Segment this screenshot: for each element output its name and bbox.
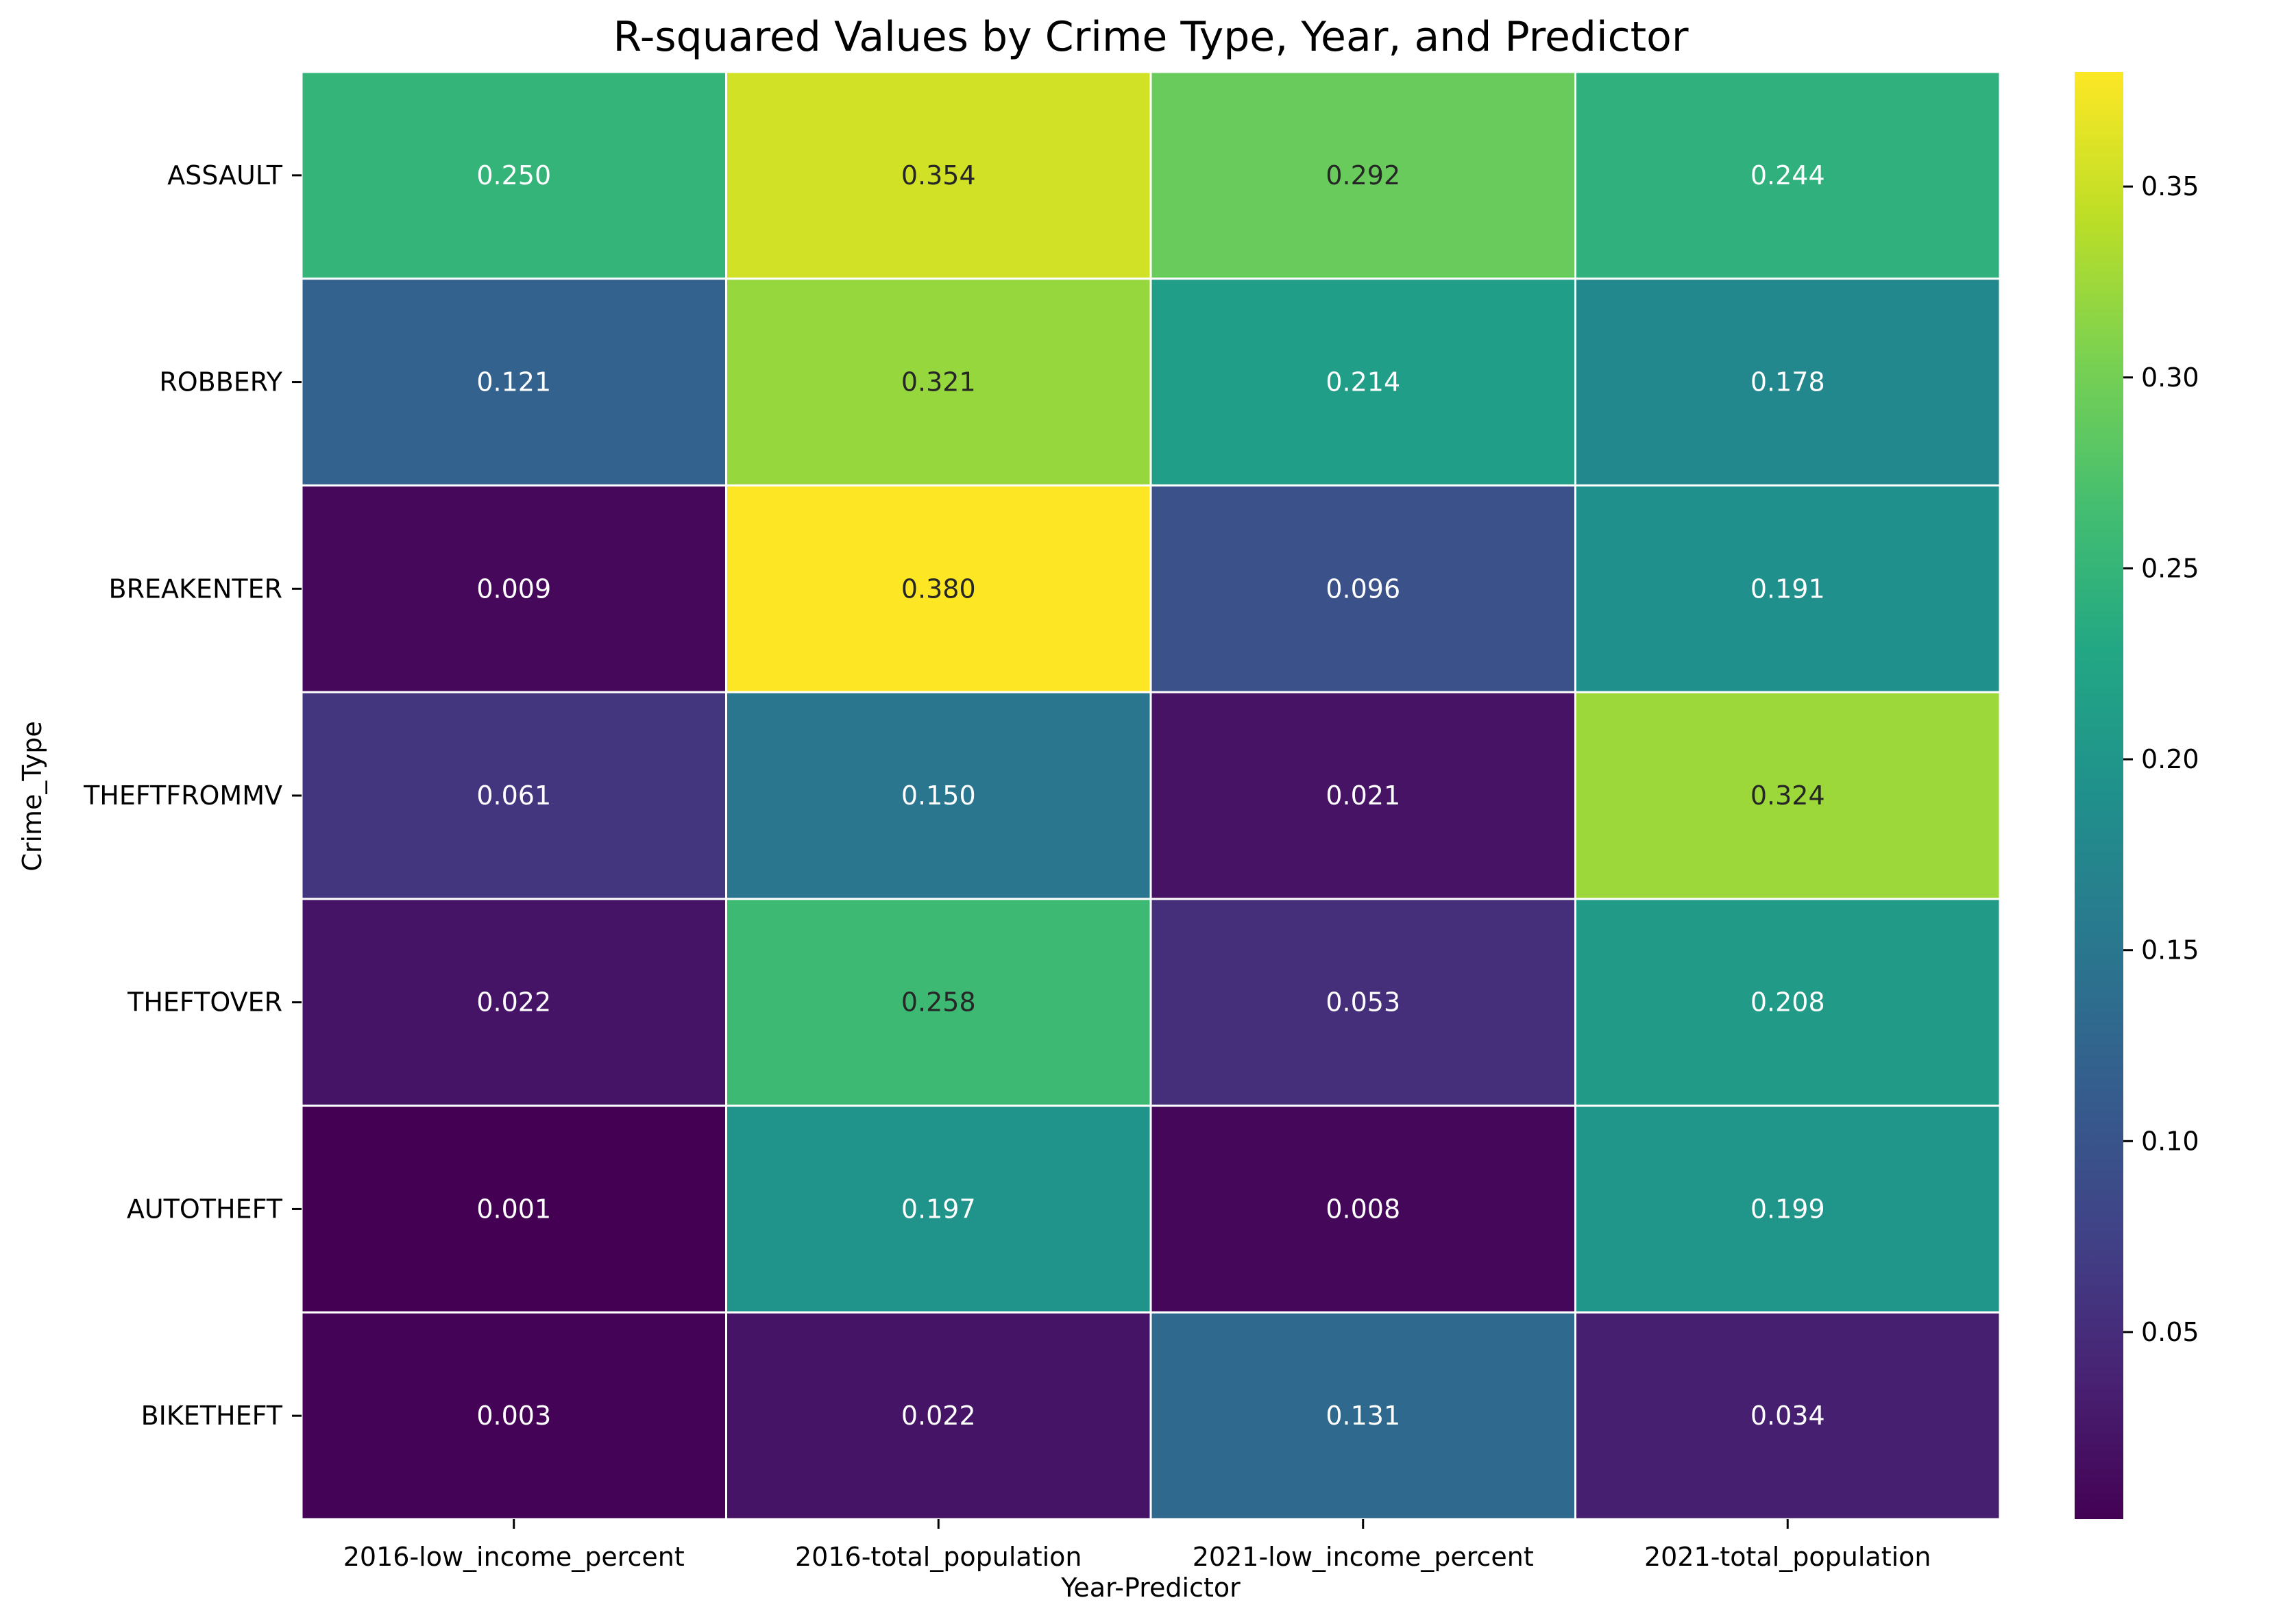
cell-value-label: 0.003 <box>476 1401 551 1431</box>
x-tick-label-2021-low-income-percent: 2021-low_income_percent <box>1193 1542 1534 1572</box>
colorbar-tick-label: 0.15 <box>2141 935 2199 965</box>
heatmap-cell-assault-2021-low-income-percent <box>1149 71 1576 280</box>
colorbar-tick-label: 0.30 <box>2141 362 2199 393</box>
y-axis-label: Crime_Type <box>17 721 47 871</box>
y-axis: ASSAULT ROBBERY BREAKENTER THEFTFROMMV THEFT… <box>83 160 302 1431</box>
colorbar-tick-label: 0.25 <box>2141 553 2199 583</box>
y-tick-label-breakenter: BREAKENTER <box>109 574 282 604</box>
cell-value-label: 0.292 <box>1326 160 1400 190</box>
heatmap-cell-assault-2016-total-population <box>725 71 1152 280</box>
x-axis-label: Year-Predictor <box>1060 1573 1241 1603</box>
colorbar-tick-label: 0.35 <box>2141 171 2199 201</box>
cell-value-label: 0.009 <box>476 574 551 604</box>
heatmap-cell-robbery-2016-total-population <box>725 278 1152 487</box>
colorbar-tick-label: 0.10 <box>2141 1126 2199 1156</box>
cell-value-label: 0.061 <box>476 780 551 811</box>
cell-value-label: 0.053 <box>1326 987 1400 1018</box>
cell-value-label: 0.121 <box>476 367 551 397</box>
heatmap-cell-autotheft-2021-low-income-percent <box>1149 1105 1576 1314</box>
cell-value-label: 0.001 <box>476 1194 551 1224</box>
heatmap-cell-breakenter-2016-total-population <box>725 484 1152 693</box>
y-tick-label-assault: ASSAULT <box>167 160 283 190</box>
colorbar-ticks: 0.05 0.10 0.15 0.20 0.25 0.30 0.35 <box>2123 171 2199 1347</box>
cell-value-label: 0.034 <box>1750 1401 1825 1431</box>
colorbar-tick-label: 0.05 <box>2141 1317 2199 1347</box>
cell-value-label: 0.150 <box>901 780 976 811</box>
x-tick-label-2016-total-population: 2016-total_population <box>795 1542 1082 1572</box>
colorbar-tick-label: 0.20 <box>2141 744 2199 774</box>
cell-value-label: 0.324 <box>1750 780 1825 811</box>
y-tick-label-theftfrommv: THEFTFROMMV <box>83 780 282 811</box>
colorbar <box>2075 72 2123 1519</box>
x-tick-label-2021-total-population: 2021-total_population <box>1644 1542 1931 1572</box>
x-axis: 2016-low_income_percent 2016-total_popula… <box>343 1519 1931 1572</box>
heatmap-cell-assault-2021-total-population <box>1574 71 2001 280</box>
cell-value-label: 0.250 <box>476 160 551 190</box>
cell-value-label: 0.131 <box>1326 1401 1400 1431</box>
cell-value-label: 0.258 <box>901 987 976 1018</box>
cell-value-label: 0.321 <box>901 367 976 397</box>
cell-value-label: 0.008 <box>1326 1194 1400 1224</box>
heatmap-cell-theftover-2021-total-population <box>1574 898 2001 1107</box>
cell-value-label: 0.214 <box>1326 367 1400 397</box>
y-tick-label-robbery: ROBBERY <box>159 367 282 397</box>
heatmap-cell-theftover-2016-low-income-percent <box>300 898 727 1107</box>
y-tick-label-theftover: THEFTOVER <box>127 987 282 1018</box>
heatmap-cell-theftfrommv-2016-total-population <box>725 691 1152 900</box>
chart-title: R-squared Values by Crime Type, Year, an… <box>613 13 1688 61</box>
cell-value-label: 0.022 <box>901 1401 976 1431</box>
cell-value-label: 0.354 <box>901 160 976 190</box>
heatmap-cell-autotheft-2021-total-population <box>1574 1105 2001 1314</box>
heatmap-cell-robbery-2016-low-income-percent <box>300 278 727 487</box>
heatmap-cell-theftfrommv-2016-low-income-percent <box>300 691 727 900</box>
heatmap-cell-biketheft-2021-low-income-percent <box>1149 1311 1576 1521</box>
cell-value-label: 0.208 <box>1750 987 1825 1018</box>
cell-value-label: 0.191 <box>1750 574 1825 604</box>
heatmap-cell-breakenter-2021-total-population <box>1574 484 2001 693</box>
heatmap-cell-autotheft-2016-total-population <box>725 1105 1152 1314</box>
heatmap-cell-assault-2016-low-income-percent <box>300 71 727 280</box>
heatmap-cell-theftover-2016-total-population <box>725 898 1152 1107</box>
heatmap-cells <box>300 71 2001 1521</box>
cell-value-label: 0.380 <box>901 574 976 604</box>
cell-value-label: 0.096 <box>1326 574 1400 604</box>
cell-value-label: 0.244 <box>1750 160 1825 190</box>
heatmap-cell-theftover-2021-low-income-percent <box>1149 898 1576 1107</box>
x-tick-label-2016-low-income-percent: 2016-low_income_percent <box>343 1542 685 1572</box>
cell-value-label: 0.199 <box>1750 1194 1825 1224</box>
y-tick-label-autotheft: AUTOTHEFT <box>127 1194 283 1224</box>
cell-value-label: 0.178 <box>1750 367 1825 397</box>
heatmap-cell-labels: 0.250 0.354 0.292 0.244 0.121 0.321 0.214 0.178… <box>476 160 1824 1431</box>
cell-value-label: 0.197 <box>901 1194 976 1224</box>
y-tick-label-biketheft: BIKETHEFT <box>141 1401 283 1431</box>
heatmap-cell-autotheft-2016-low-income-percent <box>300 1105 727 1314</box>
cell-value-label: 0.022 <box>476 987 551 1018</box>
heatmap-cell-theftfrommv-2021-low-income-percent <box>1149 691 1576 900</box>
heatmap-cell-theftfrommv-2021-total-population <box>1574 691 2001 900</box>
cell-value-label: 0.021 <box>1326 780 1400 811</box>
heatmap-cell-robbery-2021-total-population <box>1574 278 2001 487</box>
heatmap-cell-biketheft-2016-low-income-percent <box>300 1311 727 1521</box>
heatmap-cell-biketheft-2021-total-population <box>1574 1311 2001 1521</box>
